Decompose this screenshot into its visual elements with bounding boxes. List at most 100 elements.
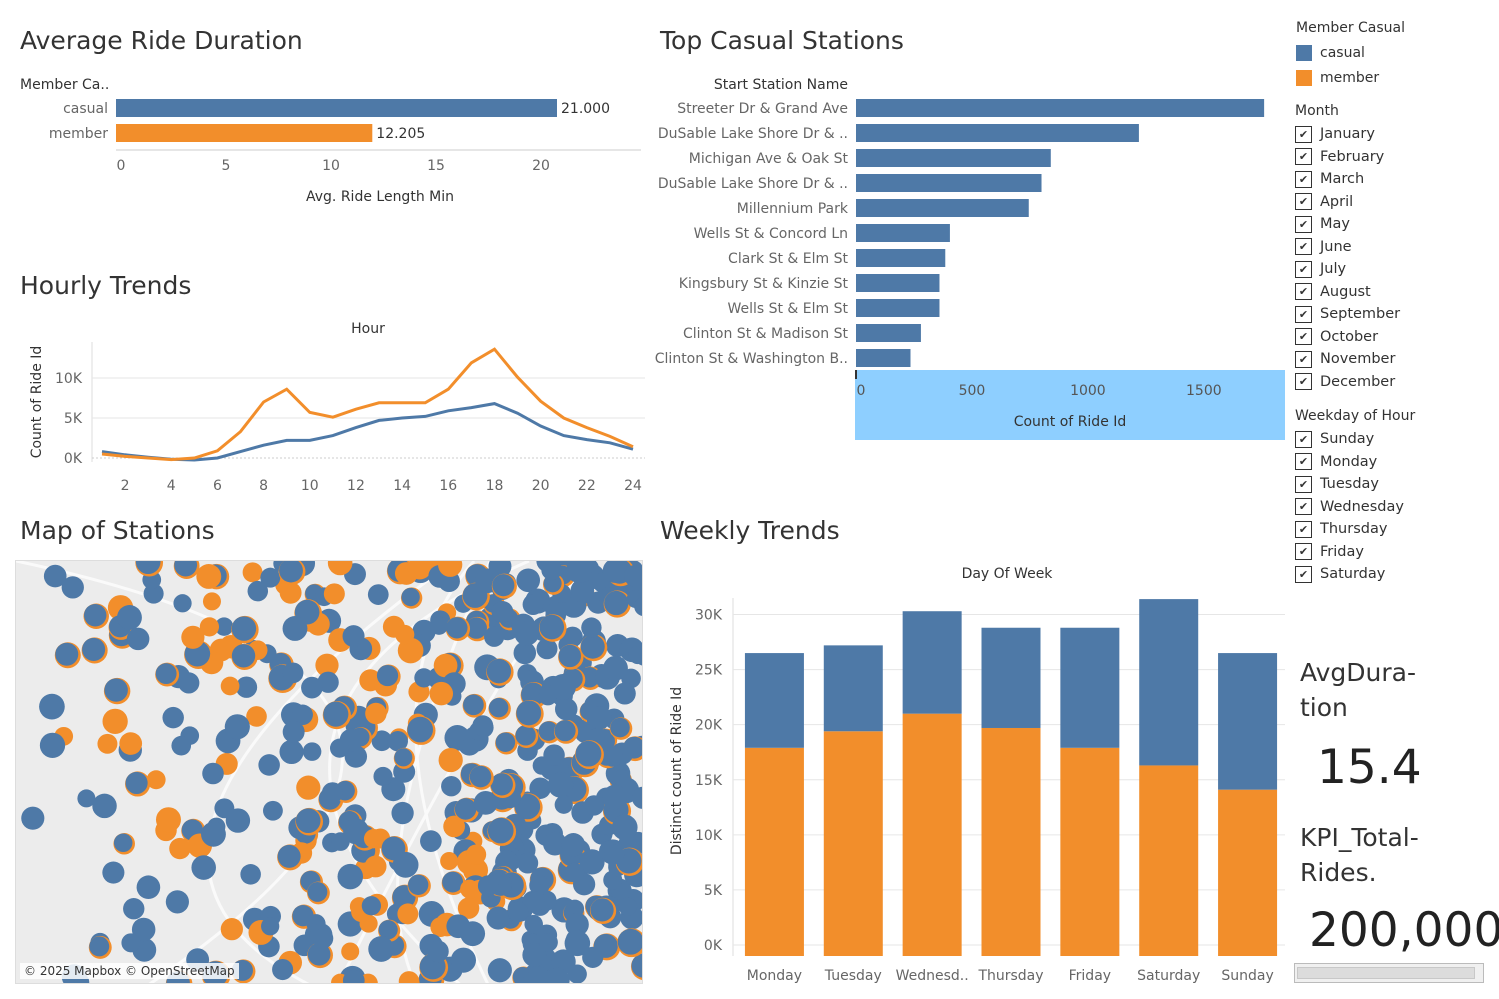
weekly-trends-chart[interactable]: Day Of Week 0K 5K 10K 15K 20K 25K 30K Distinct c…: [650, 558, 1295, 990]
avg-bar-casual[interactable]: [116, 99, 557, 117]
map-marker-casual: [61, 576, 84, 599]
weekly-x-tick-4: Friday: [1069, 968, 1111, 984]
station-bar-9[interactable]: [856, 324, 921, 342]
month-option-february[interactable]: ✔ February: [1295, 146, 1490, 169]
weekday-option-monday[interactable]: ✔ Monday: [1295, 451, 1490, 474]
legend-item-casual[interactable]: casual: [1296, 40, 1491, 65]
top-stations-chart[interactable]: Start Station Name Streeter Dr & Grand Av…: [640, 68, 1290, 443]
checkbox-checked-icon[interactable]: ✔: [1295, 520, 1312, 538]
map-marker-casual: [282, 616, 308, 641]
month-option-september[interactable]: ✔ September: [1295, 303, 1490, 326]
checkbox-checked-icon[interactable]: ✔: [1295, 170, 1312, 188]
station-bar-3[interactable]: [856, 174, 1042, 192]
weekday-option-thursday[interactable]: ✔ Thursday: [1295, 518, 1490, 541]
checkbox-checked-icon[interactable]: ✔: [1295, 498, 1312, 516]
month-option-october[interactable]: ✔ October: [1295, 326, 1490, 349]
checkbox-checked-icon[interactable]: ✔: [1295, 565, 1312, 583]
checkbox-checked-icon[interactable]: ✔: [1295, 373, 1312, 391]
weekly-bar-casual-1[interactable]: [823, 645, 883, 732]
map-marker-member: [398, 971, 420, 983]
checkbox-checked-icon[interactable]: ✔: [1295, 328, 1312, 346]
station-label-10: Clinton St & Washington B..: [655, 351, 848, 367]
map-markers[interactable]: [16, 561, 643, 984]
map-marker-casual: [463, 694, 484, 716]
weekly-y-tick-25K: 25K: [695, 663, 723, 679]
month-option-label: February: [1320, 148, 1385, 165]
weekday-option-saturday[interactable]: ✔ Saturday: [1295, 563, 1490, 586]
checkbox-checked-icon[interactable]: ✔: [1295, 125, 1312, 143]
station-bar-6[interactable]: [856, 249, 946, 267]
weekly-bar-member-3[interactable]: [981, 727, 1041, 956]
station-label-2: Michigan Ave & Oak St: [689, 151, 849, 167]
avg-duration-chart[interactable]: Member Ca.. casual 21.000 member 12.205 0 5 10 1…: [0, 68, 650, 218]
weekday-option-sunday[interactable]: ✔ Sunday: [1295, 428, 1490, 451]
weekly-bar-member-5[interactable]: [1139, 765, 1199, 956]
checkbox-checked-icon[interactable]: ✔: [1295, 193, 1312, 211]
station-bar-1[interactable]: [856, 124, 1139, 142]
horizontal-scrollbar[interactable]: [1294, 963, 1484, 983]
month-option-may[interactable]: ✔ May: [1295, 213, 1490, 236]
kpi-total-label-line2: Rides.: [1300, 858, 1377, 887]
month-option-august[interactable]: ✔ August: [1295, 281, 1490, 304]
map-marker-casual: [295, 808, 321, 834]
legend-item-member[interactable]: member: [1296, 65, 1491, 90]
weekly-bar-member-4[interactable]: [1060, 747, 1120, 956]
month-option-january[interactable]: ✔ January: [1295, 123, 1490, 146]
checkbox-checked-icon[interactable]: ✔: [1295, 543, 1312, 561]
checkbox-checked-icon[interactable]: ✔: [1295, 350, 1312, 368]
weekly-bar-casual-2[interactable]: [902, 611, 962, 714]
weekly-bar-casual-6[interactable]: [1218, 653, 1278, 790]
month-option-july[interactable]: ✔ July: [1295, 258, 1490, 281]
weekly-bar-member-0[interactable]: [744, 747, 804, 956]
checkbox-checked-icon[interactable]: ✔: [1295, 215, 1312, 233]
checkbox-checked-icon[interactable]: ✔: [1295, 260, 1312, 278]
station-bar-5[interactable]: [856, 224, 950, 242]
station-bar-2[interactable]: [856, 149, 1051, 167]
station-bar-4[interactable]: [856, 199, 1029, 217]
map-marker-casual: [39, 732, 66, 758]
checkbox-checked-icon[interactable]: ✔: [1295, 430, 1312, 448]
weekday-option-tuesday[interactable]: ✔ Tuesday: [1295, 473, 1490, 496]
map-marker-casual: [513, 641, 537, 665]
month-option-december[interactable]: ✔ December: [1295, 371, 1490, 394]
checkbox-checked-icon[interactable]: ✔: [1295, 475, 1312, 493]
weekly-bar-casual-0[interactable]: [744, 653, 804, 748]
month-option-march[interactable]: ✔ March: [1295, 168, 1490, 191]
checkbox-checked-icon[interactable]: ✔: [1295, 238, 1312, 256]
weekly-bar-casual-4[interactable]: [1060, 627, 1120, 748]
checkbox-checked-icon[interactable]: ✔: [1295, 305, 1312, 323]
weekly-bar-member-6[interactable]: [1218, 789, 1278, 956]
scrollbar-thumb[interactable]: [1297, 967, 1475, 979]
kpi-total-value: 200,000: [1309, 903, 1499, 958]
hourly-line-casual[interactable]: [101, 402, 634, 462]
station-map[interactable]: © 2025 Mapbox © OpenStreetMap: [15, 560, 643, 984]
checkbox-checked-icon[interactable]: ✔: [1295, 453, 1312, 471]
weekday-option-wednesday[interactable]: ✔ Wednesday: [1295, 496, 1490, 519]
month-option-june[interactable]: ✔ June: [1295, 236, 1490, 259]
station-bar-8[interactable]: [856, 299, 940, 317]
map-marker-casual: [329, 738, 350, 758]
month-option-label: January: [1320, 126, 1375, 143]
station-bar-0[interactable]: [856, 99, 1265, 117]
map-marker-casual: [387, 730, 408, 752]
weekly-bar-casual-5[interactable]: [1139, 599, 1199, 766]
station-bar-10[interactable]: [856, 349, 911, 367]
checkbox-checked-icon[interactable]: ✔: [1295, 283, 1312, 301]
avg-bar-member[interactable]: [116, 124, 373, 142]
map-marker-member: [246, 706, 267, 727]
map-marker-casual: [131, 917, 156, 942]
weekly-bar-member-1[interactable]: [823, 731, 883, 956]
map-marker-casual: [486, 906, 510, 930]
station-label-6: Clark St & Elm St: [728, 251, 848, 267]
map-marker-casual: [282, 662, 304, 684]
month-option-november[interactable]: ✔ November: [1295, 348, 1490, 371]
weekly-bar-casual-3[interactable]: [981, 627, 1041, 728]
weekly-bar-member-2[interactable]: [902, 713, 962, 956]
weekday-option-friday[interactable]: ✔ Friday: [1295, 541, 1490, 564]
hourly-line-member[interactable]: [101, 347, 634, 462]
checkbox-checked-icon[interactable]: ✔: [1295, 148, 1312, 166]
month-option-april[interactable]: ✔ April: [1295, 191, 1490, 214]
station-bar-7[interactable]: [856, 274, 940, 292]
map-marker-casual: [121, 933, 141, 953]
